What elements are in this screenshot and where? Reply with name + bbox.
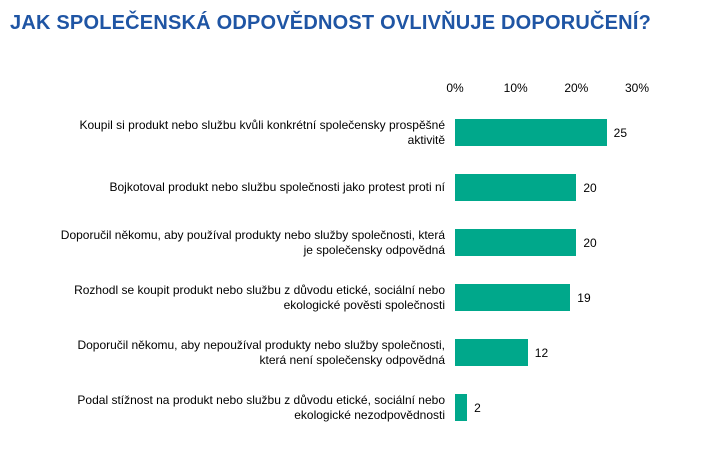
bar	[455, 174, 577, 201]
x-axis-tick: 0%	[446, 81, 464, 95]
bar-value-label: 12	[534, 345, 549, 360]
bar-wrap: 25	[455, 119, 627, 146]
bar-wrap: 2	[455, 394, 481, 421]
bar-value-label: 19	[577, 290, 591, 305]
bar-value-label: 2	[474, 400, 481, 415]
bar	[455, 229, 577, 256]
bar-row: Rozhodl se koupit produkt nebo službu z …	[0, 270, 717, 325]
chart-title: JAK SPOLEČENSKÁ ODPOVĚDNOST OVLIVŇUJE DO…	[10, 12, 652, 34]
bar-value-label: 25	[613, 125, 628, 140]
bar	[455, 394, 468, 421]
bar	[455, 119, 607, 146]
bar-row: Doporučil někomu, aby nepoužíval produkt…	[0, 325, 717, 380]
bar-value-label: 20	[583, 180, 597, 195]
bar-label: Koupil si produkt nebo službu kvůli konk…	[79, 117, 445, 147]
bar-wrap: 20	[455, 229, 597, 256]
bar-label: Rozhodl se koupit produkt nebo službu z …	[74, 282, 445, 312]
bar-row: Bojkotoval produkt nebo službu společnos…	[0, 160, 717, 215]
bar-wrap: 19	[455, 284, 591, 311]
bar-wrap: 20	[455, 174, 597, 201]
x-axis-tick: 30%	[624, 81, 650, 95]
chart-rows: Koupil si produkt nebo službu kvůli konk…	[0, 105, 717, 435]
bar-label: Doporučil někomu, aby používal produkty …	[60, 227, 445, 257]
bar-row: Doporučil někomu, aby používal produkty …	[0, 215, 717, 270]
bar-value-label: 20	[583, 235, 597, 250]
bar-label: Doporučil někomu, aby nepoužíval produkt…	[77, 337, 445, 367]
bar-row: Podal stížnost na produkt nebo službu z …	[0, 380, 717, 435]
bar-chart: 0% 10% 20% 30% Koupil si produkt nebo služb…	[0, 81, 717, 435]
bar-wrap: 12	[455, 339, 548, 366]
bar-label: Bojkotoval produkt nebo službu společnos…	[109, 180, 445, 194]
bar	[455, 339, 528, 366]
x-axis-tick: 10%	[503, 81, 528, 95]
x-axis-tick: 20%	[564, 81, 589, 95]
bar-row: Koupil si produkt nebo službu kvůli konk…	[0, 105, 717, 160]
bar-label: Podal stížnost na produkt nebo službu z …	[77, 392, 445, 422]
x-axis: 0% 10% 20% 30%	[446, 81, 717, 95]
bar	[455, 284, 571, 311]
